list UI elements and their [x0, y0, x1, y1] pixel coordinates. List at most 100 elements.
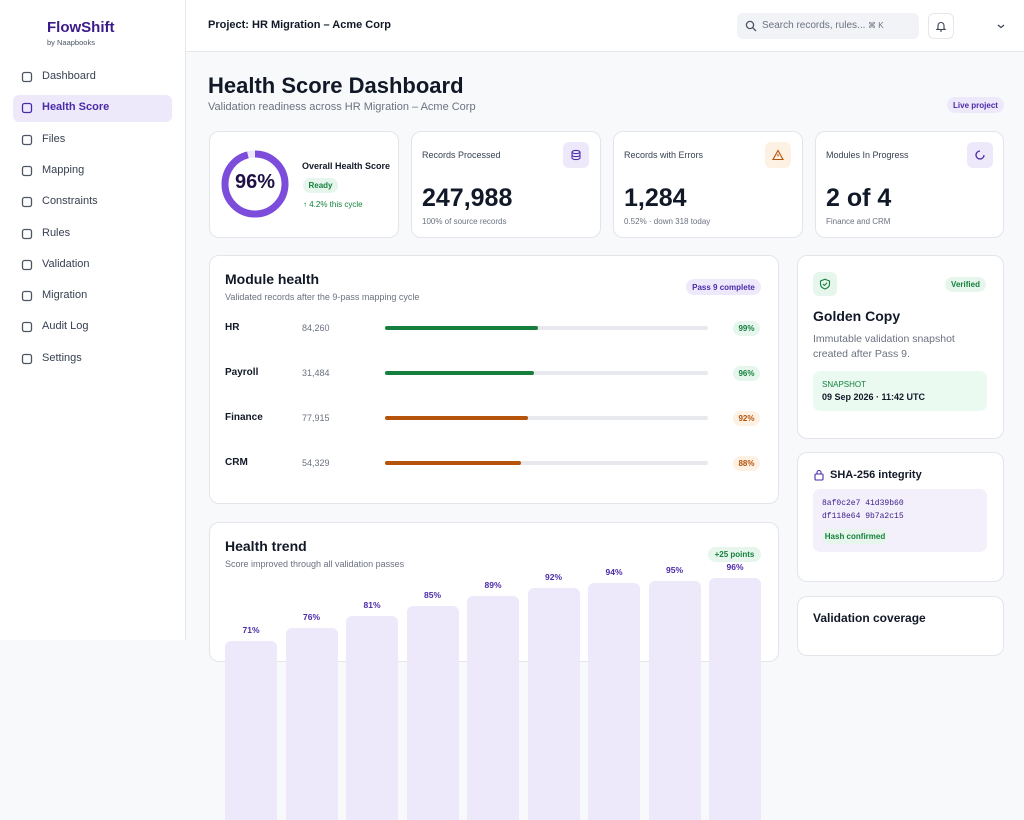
stat-icon-box	[967, 142, 993, 168]
progress-track	[385, 371, 708, 375]
golden-icon-box	[813, 272, 837, 296]
nav-item[interactable]: Dashboard	[42, 70, 96, 82]
trend-value-label: 81%	[363, 599, 381, 610]
coverage-title: Validation coverage	[813, 611, 926, 625]
nav-icon	[21, 290, 33, 302]
module-name: HR	[225, 322, 240, 333]
page-subtitle: Validation readiness across HR Migration…	[208, 101, 476, 113]
trend-value-label: 96%	[726, 562, 744, 573]
account-menu	[997, 24, 1005, 29]
app: {"sidebar": {"brand": "FlowShift", "byli…	[13, 0, 1024, 820]
stat-icon-box	[563, 142, 589, 168]
trend-bar	[527, 588, 580, 820]
module-name: Payroll	[225, 367, 259, 378]
progress-fill	[385, 416, 528, 420]
module-pct: 92%	[733, 411, 760, 426]
stat-label: Records with Errors	[624, 150, 704, 160]
nav-item[interactable]: Health Score	[42, 101, 110, 114]
bell-icon	[935, 22, 947, 32]
hash-status: Hash confirmed	[822, 529, 888, 544]
nav-icon	[21, 322, 33, 333]
trend-value-label: 85%	[423, 589, 441, 600]
trend-value-label: 71%	[242, 625, 260, 636]
trend-value-label: 89%	[484, 579, 502, 590]
progress-fill	[385, 326, 539, 330]
coverage-card	[797, 596, 1004, 656]
snapshot-date: 09 Sep 2026 · 11:42 UTC	[822, 392, 926, 402]
stat-note: 100% of source records	[422, 217, 507, 226]
trend-bar	[588, 583, 640, 820]
trend-badge: +25 points	[708, 547, 761, 562]
progress-track	[385, 461, 708, 465]
nav-item[interactable]: Settings	[42, 351, 82, 364]
trend-bar	[709, 578, 761, 820]
byline: by Naapbooks	[47, 38, 95, 47]
trend-bar	[225, 641, 277, 820]
stat-icon	[975, 150, 985, 160]
nav-item[interactable]: Files	[42, 132, 66, 145]
trend-value-label: 76%	[302, 612, 320, 623]
health-label: Overall Health Score	[302, 161, 391, 171]
trend-title: Health trend	[225, 538, 307, 554]
stat-label: Records Processed	[422, 150, 501, 160]
module-records: 54,329	[302, 458, 330, 468]
trend-subtitle: Score improved through all validation pa…	[225, 559, 405, 569]
stat-icon	[772, 149, 784, 161]
trend-bar	[285, 628, 338, 820]
nav-item[interactable]: Rules	[42, 226, 71, 239]
snapshot-box	[813, 371, 987, 411]
golden-title: Golden Copy	[813, 308, 901, 324]
stat-value: 247,988	[422, 184, 513, 212]
project-name: Project: HR Migration – Acme Corp	[208, 19, 391, 31]
nav-icon	[21, 71, 33, 83]
health-delta: ↑ 4.2% this cycle	[303, 200, 363, 209]
module-title: Module health	[225, 271, 320, 287]
module-pct: 96%	[733, 366, 760, 381]
shortcut: ⌘ K	[868, 21, 884, 30]
module-pct: 99%	[733, 321, 760, 336]
trend-bar	[648, 580, 701, 820]
nav-icon	[21, 197, 33, 208]
health-ring	[221, 150, 289, 218]
active-nav-bg	[13, 95, 172, 123]
stat-value: 2 of 4	[826, 184, 892, 212]
trend-bar	[467, 595, 519, 820]
ring-arc	[221, 150, 289, 218]
module-name: Finance	[225, 412, 263, 423]
nav-icon	[21, 228, 33, 239]
stat-label: Modules In Progress	[826, 150, 909, 160]
nav-item[interactable]: Validation	[42, 257, 90, 270]
progress-fill	[385, 371, 534, 375]
integrity-title: SHA-256 integrity	[830, 469, 922, 481]
trend-value-label: 95%	[665, 564, 683, 575]
lock-icon	[814, 469, 824, 481]
live-badge: Live project	[947, 97, 1004, 113]
hash-line: df118e64 9b7a2c15	[822, 512, 904, 521]
nav-item[interactable]: Migration	[42, 289, 88, 302]
search-placeholder: Search records, rules...	[762, 20, 866, 31]
nav-icon	[21, 103, 33, 114]
trend-value-label: 92%	[544, 572, 562, 583]
module-badge: Pass 9 complete	[686, 279, 761, 295]
progress-fill	[385, 461, 522, 465]
module-records: 77,915	[302, 413, 330, 423]
trend-bar	[346, 615, 398, 820]
module-name: CRM	[225, 457, 248, 468]
nav-item[interactable]: Audit Log	[42, 320, 89, 333]
search-box[interactable]	[737, 13, 919, 39]
module-records: 31,484	[302, 368, 330, 378]
search-icon	[745, 20, 757, 32]
health-score: 96%	[234, 171, 276, 193]
shield-icon	[819, 278, 831, 290]
brand: FlowShift	[47, 19, 115, 36]
notifications-button[interactable]	[928, 13, 954, 39]
stat-note: Finance and CRM	[826, 217, 891, 226]
module-records: 84,260	[302, 323, 330, 333]
stat-icon	[571, 149, 581, 161]
trend-bar	[406, 605, 459, 820]
nav-item[interactable]: Mapping	[42, 163, 85, 176]
progress-track	[385, 326, 708, 330]
page-title: Health Score Dashboard	[208, 73, 464, 98]
nav-item[interactable]: Constraints	[42, 195, 98, 208]
verified-badge: Verified	[945, 277, 986, 292]
